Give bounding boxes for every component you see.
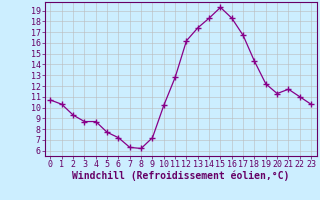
X-axis label: Windchill (Refroidissement éolien,°C): Windchill (Refroidissement éolien,°C) bbox=[72, 171, 290, 181]
